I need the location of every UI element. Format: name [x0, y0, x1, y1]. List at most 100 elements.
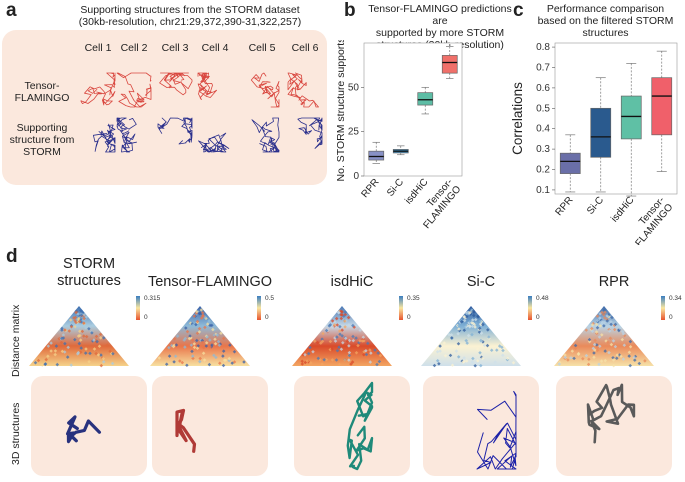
heatmap-cell: [232, 350, 237, 354]
3d-structure: [175, 408, 197, 453]
colorbar-max-label: 0.48: [536, 295, 549, 302]
heatmap-cell: [364, 352, 369, 357]
heatmap-cell: [214, 355, 218, 360]
method-title-line1: STORM: [62, 256, 116, 272]
colorbar-min-label: 0: [144, 314, 148, 321]
colorbar-min-label: 0: [669, 314, 673, 321]
structure-box: [31, 376, 147, 476]
heatmap-cell: [192, 345, 197, 350]
heatmap-cell: [63, 328, 67, 332]
distance-matrix: [292, 296, 403, 367]
box: [651, 77, 673, 136]
panel-a-title: Supporting structures from the STORM dat…: [40, 4, 340, 28]
x-tick-label-line: Si-C: [585, 195, 606, 217]
heatmap-cell: [218, 361, 222, 366]
heatmap-cell: [213, 337, 217, 342]
heatmap-cell: [354, 351, 359, 355]
heatmap-cell: [468, 310, 472, 315]
3d-structure: [476, 390, 517, 470]
3d-structure: [346, 381, 374, 471]
tensor-flamingo-structure: [116, 72, 152, 108]
3d-structure-path: [586, 383, 636, 444]
method-title: STORM structures: [24, 256, 154, 290]
heatmap-cell: [60, 349, 65, 354]
x-tick-label: isdHiC: [609, 195, 636, 225]
heatmap-cell: [478, 351, 482, 355]
box: [620, 95, 642, 140]
storm-supporting-structure: [297, 117, 323, 149]
distance-matrix: [29, 296, 140, 368]
method-title: Tensor-FLAMINGO: [145, 274, 275, 291]
panel-b-title-line2: supported by more STORM: [375, 27, 505, 39]
method-title-line1: RPR: [598, 274, 630, 290]
heatmap-cell: [471, 356, 475, 361]
heatmap-cell: [221, 336, 226, 341]
colorbar-min-label: 0: [407, 314, 411, 321]
heatmap-cell: [448, 353, 453, 358]
heatmap-cell: [90, 331, 94, 335]
colorbar-max-label: 0.35: [407, 295, 420, 302]
outlier-point: [448, 44, 451, 46]
y-axis-label: No. STORM structure supports: [335, 40, 347, 181]
colorbar-max-label: 0.5: [265, 295, 275, 302]
colorbar-min-label: 0: [536, 314, 540, 321]
distance-matrix: [150, 296, 261, 368]
heatmap-cell: [79, 313, 84, 317]
row2-label: Supporting structure from STORM: [2, 122, 82, 158]
colorbar: [661, 296, 665, 320]
y-tick-label: 0.7: [536, 62, 550, 73]
3d-structure-path: [476, 390, 517, 470]
structure-box: [556, 376, 672, 476]
y-tick-label: 25: [348, 127, 360, 138]
heatmap-cell: [482, 343, 487, 348]
heatmap-cell: [219, 331, 223, 336]
heatmap-cell: [84, 315, 89, 319]
box: [441, 55, 458, 74]
storm-supporting-structure: [251, 117, 280, 153]
storm-supporting-structure: [198, 132, 230, 153]
y-tick-label: 50: [348, 82, 360, 93]
heatmap-cell: [470, 324, 475, 329]
structure-box: [423, 376, 539, 476]
cell-header: Cell 3: [161, 42, 189, 54]
y-tick-label: 0.3: [536, 144, 550, 155]
heatmap-cell: [108, 349, 112, 354]
panel-b-label: b: [344, 0, 356, 21]
heatmap-cell: [338, 332, 342, 337]
heatmap-cell: [320, 339, 325, 344]
heatmap-cell: [375, 362, 379, 367]
panel-c-title-line2: based on the filtered STORM: [537, 15, 674, 27]
heatmap-cell: [69, 325, 74, 329]
x-tick-label-line: Si-C: [385, 177, 406, 199]
panel-c-title-line1: Performance comparison: [546, 3, 665, 15]
panel-d-label: d: [6, 246, 18, 267]
heatmap-cell: [204, 341, 209, 345]
y-tick-label: 0: [353, 171, 359, 182]
colorbar-max-label: 0.315: [144, 295, 161, 302]
colorbar-min-label: 0: [265, 314, 269, 321]
heatmap-cell: [102, 336, 106, 340]
panel-c-title-line3: structures: [582, 27, 629, 39]
heatmap-cell: [212, 333, 217, 338]
heatmap-cell: [98, 332, 103, 337]
heatmap-cell: [80, 329, 85, 334]
x-tick-label: Si-C: [385, 177, 406, 199]
heatmap-cell: [83, 326, 88, 330]
y-axis-label: Correlations: [510, 82, 525, 155]
storm-supporting-structure: [157, 117, 193, 145]
heatmap-cell: [349, 362, 353, 366]
colorbar: [136, 296, 140, 320]
y-tick-label: 0.5: [536, 103, 550, 114]
colorbar: [399, 296, 403, 320]
cell-header: Cell 6: [291, 42, 319, 54]
colorbar-max-label: 0.34: [669, 295, 682, 302]
panel-a-structures: [80, 72, 323, 153]
heatmap-cell: [60, 326, 64, 331]
method-title-line1: Si-C: [466, 274, 496, 290]
3d-structure-path: [346, 381, 374, 471]
heatmap-cell: [242, 360, 246, 364]
row1-label-line1: Tensor-: [24, 80, 60, 92]
heatmap-cell: [110, 361, 115, 366]
3d-structure-path: [175, 408, 197, 453]
